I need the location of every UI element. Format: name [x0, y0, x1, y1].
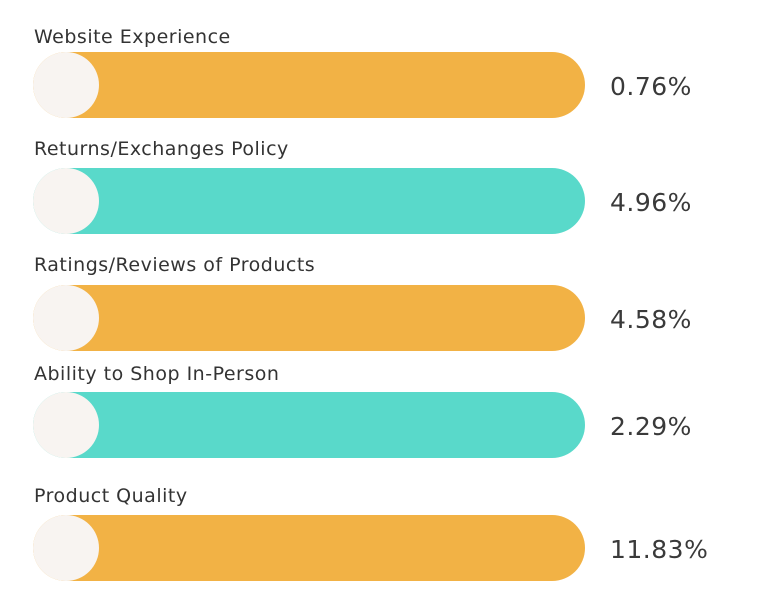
bar-knob	[33, 168, 99, 234]
value-label: 4.96%	[610, 188, 692, 217]
bar	[33, 168, 585, 234]
value-label: 4.58%	[610, 305, 692, 334]
bar	[33, 285, 585, 351]
bar	[33, 392, 585, 458]
category-label: Returns/Exchanges Policy	[34, 138, 289, 160]
bar-knob	[33, 285, 99, 351]
bar	[33, 52, 585, 118]
value-label: 11.83%	[610, 535, 709, 564]
category-label: Product Quality	[34, 485, 188, 507]
value-label: 0.76%	[610, 72, 692, 101]
bar-knob	[33, 515, 99, 581]
category-label: Website Experience	[34, 26, 231, 48]
bar	[33, 515, 585, 581]
category-label: Ratings/Reviews of Products	[34, 254, 316, 276]
category-label: Ability to Shop In-Person	[34, 363, 280, 385]
bar-knob	[33, 52, 99, 118]
value-label: 2.29%	[610, 412, 692, 441]
bar-knob	[33, 392, 99, 458]
